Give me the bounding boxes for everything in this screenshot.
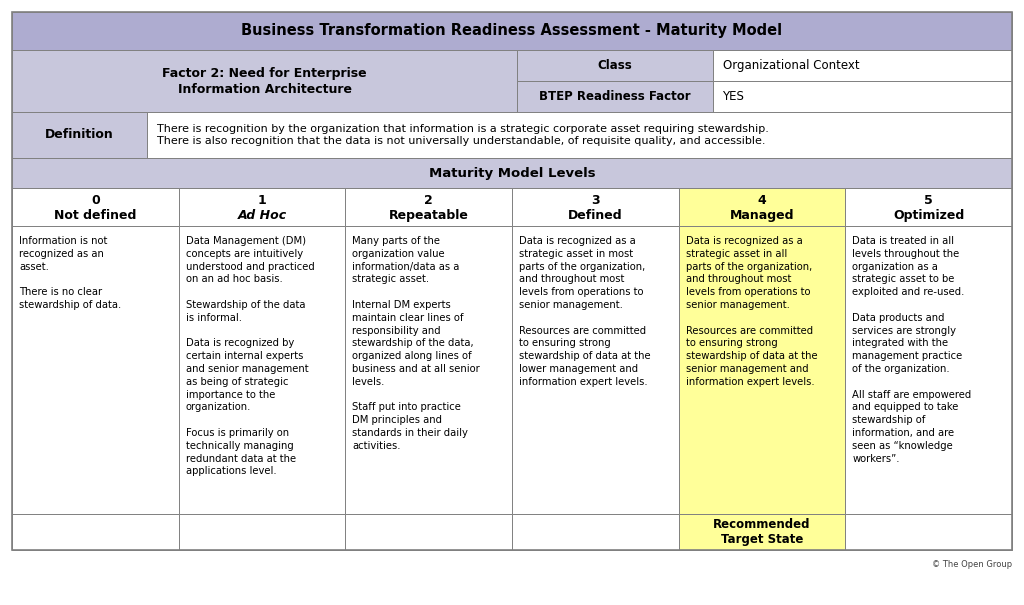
Text: Repeatable: Repeatable [389, 209, 469, 222]
Text: 1: 1 [258, 194, 266, 207]
Text: Defined: Defined [568, 209, 623, 222]
Bar [12, 188, 178, 226]
Text: Data is recognized as a
strategic asset in most
parts of the organization,
and t: Data is recognized as a strategic asset … [519, 236, 650, 387]
Text: Many parts of the
organization value
information/data as a
strategic asset.

Int: Many parts of the organization value inf… [352, 236, 480, 451]
Bar [345, 226, 512, 514]
Bar [512, 514, 679, 550]
Bar [345, 514, 512, 550]
Bar [12, 112, 147, 158]
Bar [12, 12, 1012, 550]
Text: There is recognition by the organization that information is a strategic corpora: There is recognition by the organization… [157, 124, 769, 146]
Bar [12, 50, 517, 112]
Bar [517, 50, 713, 81]
Bar [679, 514, 846, 550]
Text: 3: 3 [591, 194, 600, 207]
Text: 0: 0 [91, 194, 99, 207]
Bar [345, 188, 512, 226]
Bar [178, 514, 345, 550]
Bar [512, 226, 679, 514]
Text: Data is recognized as a
strategic asset in all
parts of the organization,
and th: Data is recognized as a strategic asset … [686, 236, 817, 387]
Bar [846, 188, 1012, 226]
Bar [517, 81, 713, 112]
Text: Organizational Context: Organizational Context [723, 59, 859, 72]
Text: Data is treated in all
levels throughout the
organization as a
strategic asset t: Data is treated in all levels throughout… [852, 236, 972, 463]
Bar [12, 12, 1012, 50]
Text: 5: 5 [925, 194, 933, 207]
Text: Factor 2: Need for Enterprise
Information Architecture: Factor 2: Need for Enterprise Informatio… [162, 67, 367, 96]
Text: © The Open Group: © The Open Group [932, 560, 1012, 569]
Text: 4: 4 [758, 194, 766, 207]
Bar [12, 514, 178, 550]
Text: Not defined: Not defined [54, 209, 136, 222]
Text: BTEP Readiness Factor: BTEP Readiness Factor [539, 90, 690, 103]
Bar [512, 188, 679, 226]
Text: Recommended
Target State: Recommended Target State [714, 517, 811, 546]
Bar [147, 112, 1012, 158]
Text: YES: YES [723, 90, 744, 103]
Bar [846, 226, 1012, 514]
Text: Class: Class [597, 59, 632, 72]
Text: Maturity Model Levels: Maturity Model Levels [429, 166, 595, 180]
Text: Ad Hoc: Ad Hoc [238, 209, 287, 222]
Text: Optimized: Optimized [893, 209, 965, 222]
Bar [713, 81, 1012, 112]
Bar [679, 226, 846, 514]
Text: 2: 2 [424, 194, 433, 207]
Bar [679, 188, 846, 226]
Text: Data Management (DM)
concepts are intuitively
understood and practiced
on an ad : Data Management (DM) concepts are intuit… [185, 236, 314, 476]
Bar [178, 226, 345, 514]
Bar [12, 226, 178, 514]
Text: Managed: Managed [730, 209, 795, 222]
Bar [178, 188, 345, 226]
Bar [846, 514, 1012, 550]
Text: Definition: Definition [45, 128, 114, 142]
Text: Information is not
recognized as an
asset.

There is no clear
stewardship of dat: Information is not recognized as an asse… [19, 236, 121, 310]
Text: Business Transformation Readiness Assessment - Maturity Model: Business Transformation Readiness Assess… [242, 24, 782, 39]
Bar [713, 50, 1012, 81]
Bar [12, 158, 1012, 188]
